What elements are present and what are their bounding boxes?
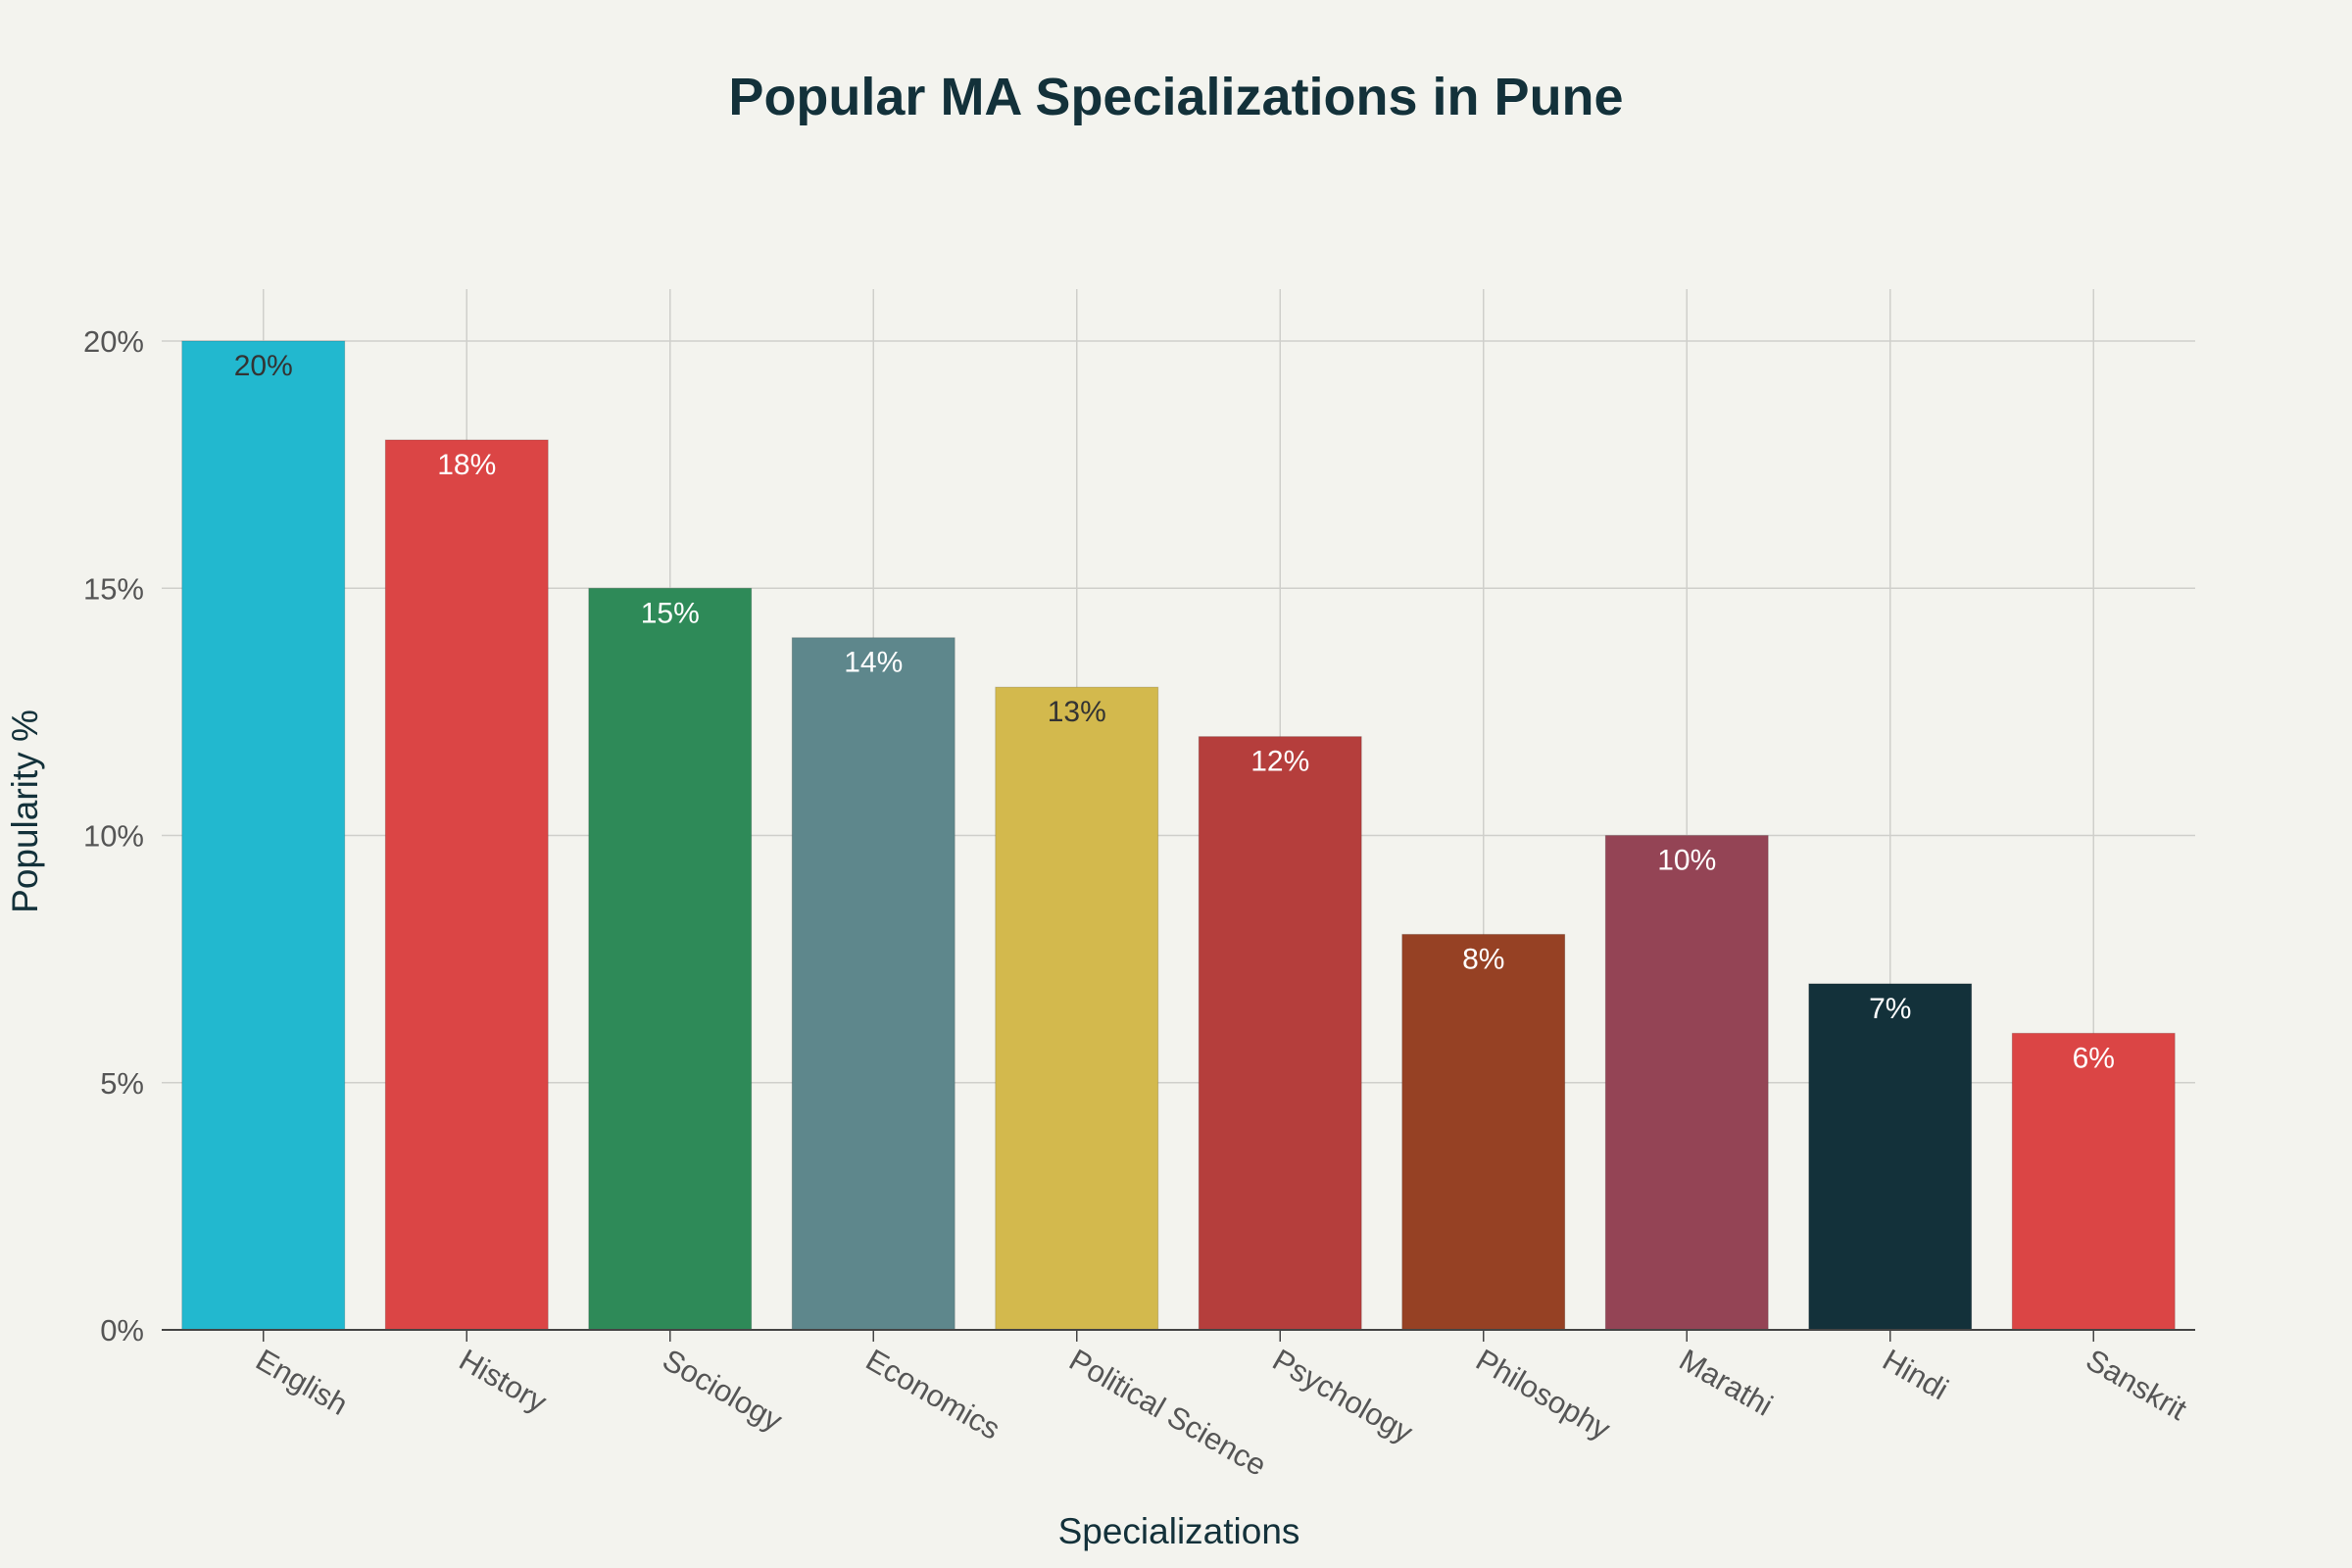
- bar: [384, 439, 549, 1331]
- bar-label-layer: 20% 18% 15% 14% 13% 12% 8% 10% 7% 6%: [234, 350, 2115, 1074]
- bar-layer: [181, 340, 2176, 1331]
- bar: [1604, 835, 1769, 1331]
- x-tick-label: Philosophy: [1470, 1343, 1616, 1446]
- y-axis-title: Popularity %: [5, 710, 45, 913]
- x-tick-label: Hindi: [1877, 1343, 1954, 1407]
- y-tick-label: 15%: [83, 571, 144, 606]
- x-tick-label: Sociology: [657, 1343, 788, 1439]
- bar: [1198, 736, 1362, 1331]
- y-tick-label: 10%: [83, 819, 144, 854]
- bar: [791, 637, 956, 1331]
- x-tick-label: History: [454, 1343, 553, 1420]
- bar-value-label: 15%: [641, 597, 700, 629]
- bar-value-label: 14%: [844, 647, 903, 679]
- x-axis-title: Specializations: [1058, 1511, 1300, 1551]
- bar-value-label: 8%: [1462, 943, 1504, 975]
- bar-value-label: 7%: [1869, 993, 1911, 1025]
- chart-title: Popular MA Specializations in Pune: [728, 68, 1623, 126]
- bar: [995, 686, 1159, 1331]
- x-tick-label: Sanskrit: [2081, 1343, 2193, 1427]
- bar-value-label: 18%: [437, 449, 496, 481]
- bar-value-label: 13%: [1048, 696, 1106, 728]
- y-tick-label: 20%: [83, 324, 144, 359]
- bar-value-label: 10%: [1657, 845, 1716, 877]
- bar-value-label: 20%: [234, 350, 293, 382]
- x-tick-label: English: [250, 1343, 354, 1422]
- x-tick-label: Psychology: [1267, 1343, 1419, 1450]
- x-tick-label: Political Science: [1063, 1343, 1272, 1483]
- bar-value-label: 6%: [2073, 1042, 2115, 1074]
- y-tick-label: 0%: [100, 1313, 144, 1348]
- bar: [2011, 1032, 2176, 1331]
- x-tick-label: Marathi: [1674, 1343, 1779, 1423]
- bar: [1808, 983, 1973, 1331]
- bar: [588, 587, 753, 1331]
- bar: [181, 340, 346, 1331]
- bar: [1401, 933, 1566, 1331]
- x-tick-label: Economics: [860, 1343, 1006, 1446]
- y-tick-label: 5%: [100, 1066, 144, 1101]
- bar-value-label: 12%: [1250, 746, 1309, 778]
